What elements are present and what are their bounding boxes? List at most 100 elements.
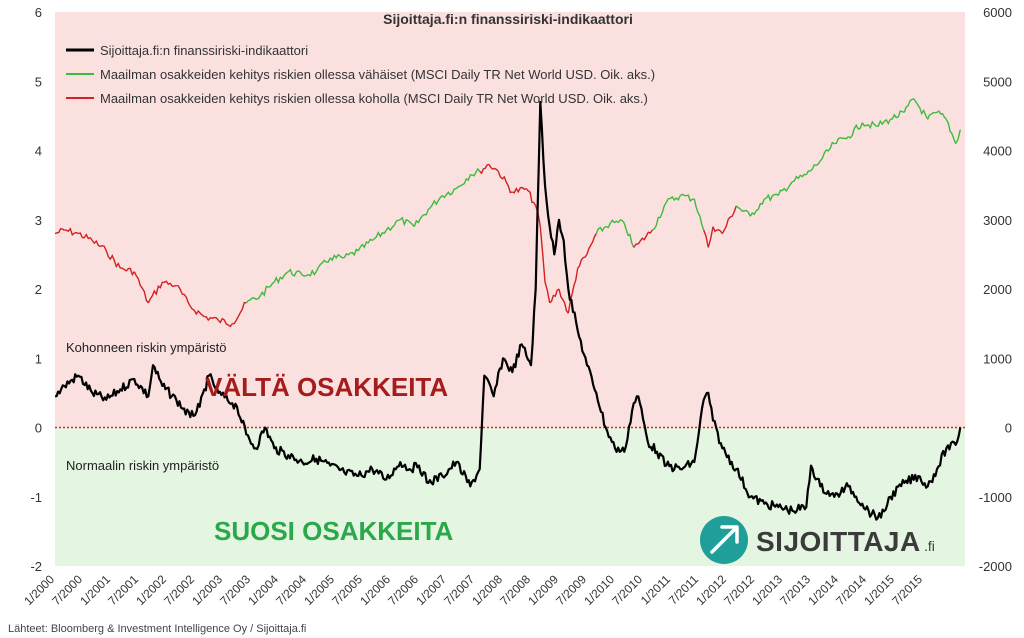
risk-zones xyxy=(55,12,965,566)
x-tick: 7/2010 xyxy=(609,572,645,608)
msci-segment-green xyxy=(259,281,275,297)
x-tick: 7/2015 xyxy=(889,572,925,608)
indicator-series xyxy=(54,100,962,521)
msci-segment-green xyxy=(819,141,835,162)
msci-series xyxy=(54,97,961,328)
msci-segment-red xyxy=(176,284,191,307)
x-tick: 7/2000 xyxy=(49,572,85,608)
y-right-tick: 5000 xyxy=(983,74,1012,89)
msci-segment-red xyxy=(91,239,107,252)
msci-segment-green xyxy=(371,229,387,242)
msci-segment-green xyxy=(927,111,938,120)
msci-segment-green xyxy=(764,193,779,202)
msci-segment-green xyxy=(651,202,667,231)
msci-segment-green xyxy=(792,173,807,183)
y-left-tick: 6 xyxy=(35,5,42,20)
msci-segment-green xyxy=(693,198,705,231)
y-right-tick: -1000 xyxy=(979,490,1012,505)
msci-segment-red xyxy=(721,205,737,234)
x-tick: 7/2012 xyxy=(721,572,757,608)
zone-band-low xyxy=(55,427,965,566)
msci-segment-green xyxy=(455,174,471,190)
x-tick: 1/2007 xyxy=(413,572,449,608)
brand-suffix: .fi xyxy=(924,538,935,554)
favor-stocks-label: SUOSI OSAKKEITA xyxy=(214,516,454,546)
x-tick: 1/2011 xyxy=(638,572,673,607)
y-left-tick: 5 xyxy=(35,74,42,89)
msci-segment-red xyxy=(544,281,551,304)
x-tick: 1/2003 xyxy=(189,572,225,608)
x-tick: 7/2002 xyxy=(161,572,197,608)
indicator-line xyxy=(54,100,962,521)
legend-label-indicator: Sijoittaja.fi:n finanssiriski-indikaatto… xyxy=(100,43,308,58)
msci-segment-green xyxy=(315,257,331,272)
x-tick: 7/2014 xyxy=(833,572,869,608)
msci-segment-red xyxy=(147,281,163,304)
msci-segment-green xyxy=(623,223,635,248)
msci-segment-green xyxy=(913,98,929,120)
y-right-tick: -2000 xyxy=(979,559,1012,574)
msci-segment-green xyxy=(861,120,877,130)
x-tick: 7/2003 xyxy=(217,572,253,608)
msci-segment-red xyxy=(162,280,177,288)
y-right-tick: 3000 xyxy=(983,213,1012,228)
y-axis-right: -2000 -1000 0 1000 2000 3000 4000 5000 6000 xyxy=(979,5,1012,574)
y-right-tick: 6000 xyxy=(983,5,1012,20)
msci-segment-red xyxy=(189,305,205,318)
y-left-tick: -1 xyxy=(30,490,42,505)
x-tick: 1/2004 xyxy=(245,572,281,608)
msci-segment-green xyxy=(441,187,457,199)
msci-segment-green xyxy=(595,222,611,234)
x-tick: 1/2005 xyxy=(301,572,337,608)
y-right-tick: 0 xyxy=(1005,421,1012,436)
msci-segment-green xyxy=(876,118,891,127)
msci-segment-red xyxy=(54,228,65,235)
msci-segment-green xyxy=(470,167,481,177)
y-axis-left: -2 -1 0 1 2 3 4 5 6 xyxy=(30,5,42,574)
msci-segment-green xyxy=(287,268,303,277)
msci-segment-red xyxy=(703,229,709,248)
msci-segment-red xyxy=(120,267,135,277)
msci-segment-red xyxy=(105,250,121,269)
msci-segment-red xyxy=(707,226,714,248)
msci-segment-green xyxy=(890,110,905,120)
x-tick: 7/2004 xyxy=(273,572,309,608)
legend-label-red: Maailman osakkeiden kehitys riskien olle… xyxy=(100,91,648,106)
chart-title: Sijoittaja.fi:n finanssiriski-indikaatto… xyxy=(383,11,633,27)
msci-segment-red xyxy=(586,233,597,255)
y-right-tick: 2000 xyxy=(983,282,1012,297)
zone-label-low: Normaalin riskin ympäristö xyxy=(66,458,219,473)
y-right-tick: 4000 xyxy=(983,144,1012,159)
x-tick: 7/2001 xyxy=(105,572,141,608)
x-tick: 7/2005 xyxy=(329,572,365,608)
msci-segment-red xyxy=(64,227,79,236)
msci-segment-red xyxy=(549,288,560,304)
y-right-tick: 1000 xyxy=(983,351,1012,366)
x-tick: 1/2012 xyxy=(693,572,729,608)
msci-segment-green xyxy=(777,181,793,196)
msci-segment-green xyxy=(805,160,821,176)
msci-segment-red xyxy=(217,317,233,328)
msci-segment-green xyxy=(273,271,289,285)
msci-segment-red xyxy=(577,253,588,269)
x-tick: 7/2008 xyxy=(497,572,533,608)
y-left-tick: 2 xyxy=(35,282,42,297)
x-tick: 1/2010 xyxy=(581,572,617,608)
x-tick: 1/2002 xyxy=(133,572,169,608)
x-tick: 7/2007 xyxy=(441,572,477,608)
msci-segment-green xyxy=(936,110,947,120)
msci-segment-green xyxy=(329,253,345,262)
msci-segment-green xyxy=(665,195,681,203)
msci-segment-green xyxy=(385,219,401,232)
x-tick: 1/2008 xyxy=(469,572,505,608)
msci-segment-green xyxy=(903,97,915,113)
x-tick: 1/2015 xyxy=(861,572,897,608)
msci-segment-green xyxy=(834,136,849,145)
legend: Sijoittaja.fi:n finanssiriski-indikaatto… xyxy=(66,43,655,106)
y-left-tick: -2 xyxy=(30,559,42,574)
msci-segment-green xyxy=(609,219,625,224)
msci-segment-red xyxy=(232,301,247,325)
msci-segment-red xyxy=(637,229,653,245)
source-note: Lähteet: Bloomberg & Investment Intellig… xyxy=(8,623,306,635)
zone-label-high: Kohonneen riskin ympäristö xyxy=(66,340,226,355)
